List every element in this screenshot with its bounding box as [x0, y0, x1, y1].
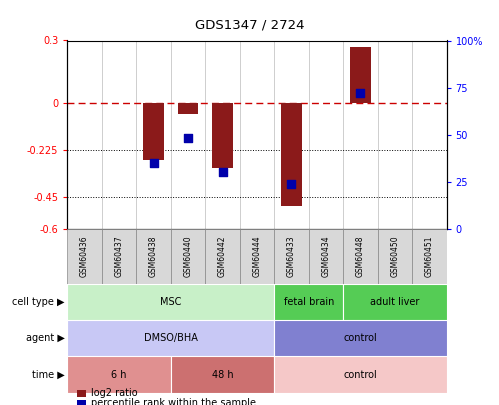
- Text: fetal brain: fetal brain: [283, 297, 334, 307]
- Bar: [143, 103, 164, 160]
- Text: 48 h: 48 h: [212, 370, 234, 379]
- Point: [184, 135, 192, 142]
- Text: control: control: [343, 370, 377, 379]
- Bar: [171, 356, 274, 393]
- Bar: [67, 229, 102, 284]
- Bar: [343, 229, 378, 284]
- Bar: [240, 229, 274, 284]
- Bar: [178, 103, 199, 114]
- Text: GSM60434: GSM60434: [321, 235, 330, 277]
- Text: cell type ▶: cell type ▶: [12, 297, 65, 307]
- Text: GSM60442: GSM60442: [218, 235, 227, 277]
- Bar: [136, 229, 171, 284]
- Text: GSM60444: GSM60444: [252, 235, 261, 277]
- Bar: [274, 229, 309, 284]
- Text: GDS1347 / 2724: GDS1347 / 2724: [195, 18, 304, 31]
- Bar: [212, 103, 233, 168]
- Bar: [412, 229, 447, 284]
- Text: MSC: MSC: [160, 297, 182, 307]
- Bar: [309, 229, 343, 284]
- Bar: [171, 229, 205, 284]
- Point: [150, 160, 158, 166]
- Point: [356, 90, 364, 96]
- Bar: [274, 320, 447, 356]
- Bar: [67, 320, 274, 356]
- Text: DMSO/BHA: DMSO/BHA: [144, 333, 198, 343]
- Text: log2 ratio: log2 ratio: [91, 388, 138, 398]
- Bar: [343, 284, 447, 320]
- Text: GSM60433: GSM60433: [287, 235, 296, 277]
- Bar: [205, 229, 240, 284]
- Bar: [102, 229, 136, 284]
- Text: GSM60437: GSM60437: [115, 235, 124, 277]
- Text: agent ▶: agent ▶: [26, 333, 65, 343]
- Text: GSM60438: GSM60438: [149, 235, 158, 277]
- Bar: [274, 356, 447, 393]
- Point: [219, 169, 227, 176]
- Text: GSM60451: GSM60451: [425, 235, 434, 277]
- Bar: [274, 284, 343, 320]
- Bar: [350, 47, 371, 103]
- Text: control: control: [343, 333, 377, 343]
- Bar: [281, 103, 302, 206]
- Text: percentile rank within the sample: percentile rank within the sample: [91, 399, 256, 405]
- Point: [287, 180, 295, 187]
- Bar: [378, 229, 412, 284]
- Bar: [67, 356, 171, 393]
- Text: adult liver: adult liver: [370, 297, 420, 307]
- Text: time ▶: time ▶: [32, 370, 65, 379]
- Text: GSM60450: GSM60450: [390, 235, 399, 277]
- Text: 6 h: 6 h: [111, 370, 127, 379]
- Bar: [67, 284, 274, 320]
- Text: GSM60440: GSM60440: [184, 235, 193, 277]
- Text: GSM60436: GSM60436: [80, 235, 89, 277]
- Text: GSM60448: GSM60448: [356, 235, 365, 277]
